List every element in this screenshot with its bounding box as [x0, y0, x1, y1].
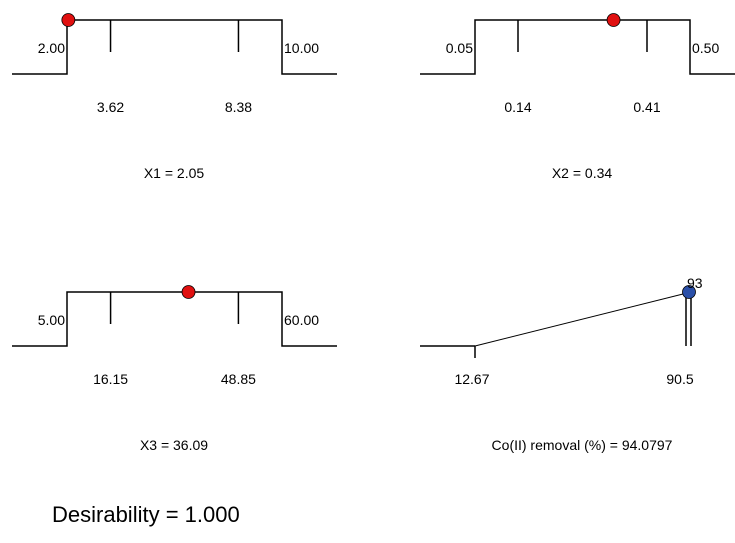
title-x2: X2 = 0.34	[552, 165, 613, 181]
axial-high-label-x1: 8.38	[225, 99, 252, 115]
axial-low-label-x2: 0.14	[504, 99, 531, 115]
response-low-label: 12.67	[454, 371, 489, 387]
desirability-label: Desirability = 1.000	[52, 502, 240, 527]
optimum-marker-x2[interactable]	[606, 13, 621, 27]
range-high-label-x3: 60.00	[284, 312, 319, 328]
ramp-x3	[12, 291, 337, 347]
ramp-x1	[12, 19, 337, 75]
panel-x2: 0.05 0.50 0.14 0.41 X2 = 0.34	[420, 13, 735, 181]
response-max-label: 93	[687, 275, 703, 291]
range-low-label-x3: 5.00	[38, 312, 65, 328]
axial-low-label-x1: 3.62	[97, 99, 124, 115]
axial-high-label-x2: 0.41	[633, 99, 660, 115]
panel-response: 12.67 90.5 93 Co(II) removal (%) = 94.07…	[420, 275, 703, 453]
panel-x3: 5.00 60.00 16.15 48.85 X3 = 36.09	[12, 285, 337, 453]
optimum-marker-x3[interactable]	[181, 285, 196, 299]
range-low-label-x1: 2.00	[38, 40, 65, 56]
response-marker[interactable]	[682, 285, 696, 299]
range-high-label-x1: 10.00	[284, 40, 319, 56]
axial-low-label-x3: 16.15	[93, 371, 128, 387]
panel-x1: 2.00 10.00 3.62 8.38 X1 = 2.05	[12, 13, 337, 181]
range-high-label-x2: 0.50	[692, 40, 719, 56]
axial-high-label-x3: 48.85	[221, 371, 256, 387]
ramp-x2	[420, 19, 735, 75]
response-high-label: 90.5	[666, 371, 693, 387]
range-low-label-x2: 0.05	[446, 40, 473, 56]
title-response: Co(II) removal (%) = 94.0797	[492, 437, 673, 453]
response-ramp	[474, 291, 692, 347]
title-x1: X1 = 2.05	[144, 165, 205, 181]
optimum-marker-x1[interactable]	[61, 13, 76, 27]
title-x3: X3 = 36.09	[140, 437, 208, 453]
